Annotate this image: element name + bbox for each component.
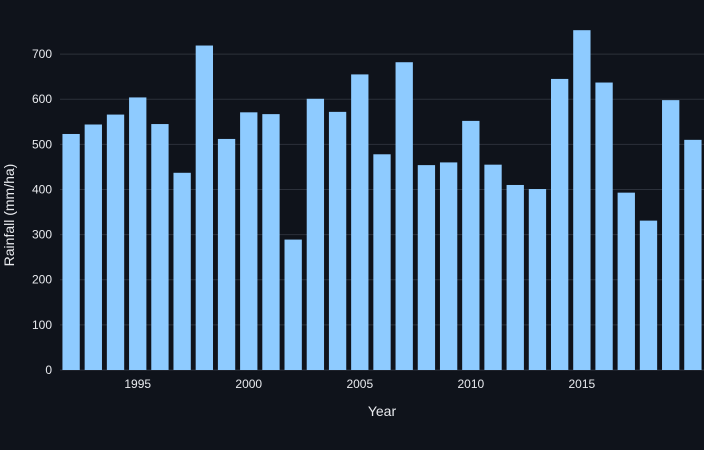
y-tick-label-400: 400 <box>32 182 52 196</box>
bar-1999[interactable] <box>217 138 236 370</box>
bar-2017[interactable] <box>617 192 635 370</box>
bar-2009[interactable] <box>439 162 458 370</box>
bar-2018[interactable] <box>639 220 658 370</box>
x-axis-title: Year <box>368 403 397 419</box>
y-tick-label-700: 700 <box>32 47 52 61</box>
bar-2010[interactable] <box>462 120 480 371</box>
bar-layer <box>62 30 702 371</box>
bar-2008[interactable] <box>417 165 436 370</box>
bar-2015[interactable] <box>573 30 591 370</box>
bar-1993[interactable] <box>84 124 102 370</box>
y-axis-title: Rainfall (mm/ha) <box>1 164 17 267</box>
bar-2020[interactable] <box>684 139 702 370</box>
bar-2005[interactable] <box>351 74 369 371</box>
y-tick-label-0: 0 <box>45 363 52 377</box>
bar-2007[interactable] <box>395 62 413 370</box>
y-tick-label-100: 100 <box>32 318 52 332</box>
bar-2011[interactable] <box>484 164 502 370</box>
bar-1998[interactable] <box>195 45 214 371</box>
bar-2014[interactable] <box>550 78 569 370</box>
bar-2001[interactable] <box>262 114 280 370</box>
bar-2000[interactable] <box>240 112 258 371</box>
y-tick-label-600: 600 <box>32 92 52 106</box>
bar-2004[interactable] <box>328 111 347 370</box>
x-tick-label-2015: 2015 <box>569 377 596 391</box>
y-tick-label-500: 500 <box>32 137 52 151</box>
x-tick-labels: 1995 2000 2005 2010 2015 <box>124 377 595 391</box>
y-tick-labels: 0 100 200 300 400 500 600 700 <box>32 47 52 377</box>
bar-1992[interactable] <box>62 133 80 370</box>
x-tick-label-2010: 2010 <box>457 377 484 391</box>
bar-1995[interactable] <box>129 97 147 370</box>
bar-1997[interactable] <box>173 172 191 370</box>
bar-2006[interactable] <box>373 154 391 370</box>
x-tick-label-1995: 1995 <box>124 377 151 391</box>
bar-2016[interactable] <box>595 82 613 371</box>
bar-2019[interactable] <box>662 100 680 370</box>
y-tick-label-200: 200 <box>32 273 52 287</box>
bar-2012[interactable] <box>506 184 524 370</box>
bar-1994[interactable] <box>106 114 125 370</box>
bar-2003[interactable] <box>306 98 325 371</box>
bar-2002[interactable] <box>284 239 302 370</box>
x-tick-label-2005: 2005 <box>346 377 373 391</box>
bar-1996[interactable] <box>151 124 169 370</box>
bar-2013[interactable] <box>528 189 547 370</box>
x-tick-label-2000: 2000 <box>235 377 262 391</box>
y-tick-label-300: 300 <box>32 228 52 242</box>
